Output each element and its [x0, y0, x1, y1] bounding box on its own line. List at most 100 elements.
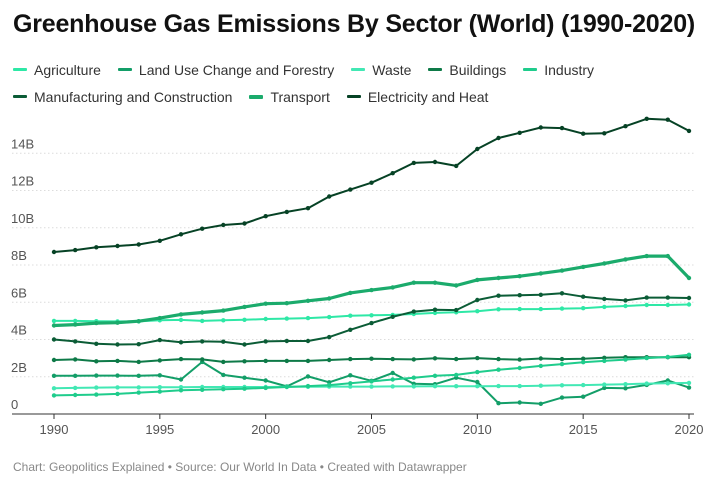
data-point	[517, 357, 522, 362]
data-point	[475, 309, 480, 314]
series	[51, 116, 692, 255]
data-point	[517, 306, 522, 312]
data-point	[517, 365, 522, 371]
data-point	[51, 249, 57, 255]
data-point	[327, 314, 332, 320]
data-point	[538, 356, 543, 361]
legend-item: Industry	[523, 62, 594, 78]
data-point	[200, 310, 205, 315]
data-point	[411, 357, 416, 362]
data-point	[348, 384, 353, 389]
data-point	[665, 302, 670, 308]
data-point	[73, 339, 78, 344]
data-point	[644, 381, 649, 386]
data-point	[411, 309, 416, 314]
x-tick-label: 2020	[675, 422, 704, 437]
data-point	[178, 317, 184, 323]
data-point	[686, 128, 692, 134]
data-point	[136, 385, 141, 390]
data-point	[686, 385, 692, 390]
legend-item: Waste	[351, 62, 411, 78]
data-point	[136, 319, 141, 324]
data-point	[432, 307, 438, 312]
data-point	[242, 375, 247, 380]
legend-item: Electricity and Heat	[346, 89, 488, 105]
data-point	[242, 359, 247, 364]
legend-swatch	[351, 68, 366, 71]
series	[51, 380, 692, 391]
series	[51, 352, 692, 398]
data-point	[390, 384, 395, 389]
data-point	[390, 356, 395, 362]
data-point	[327, 334, 332, 340]
legend-item: Manufacturing and Construction	[13, 89, 232, 105]
data-point	[559, 395, 565, 400]
data-point	[686, 352, 692, 357]
data-point	[284, 301, 289, 306]
data-point	[432, 373, 438, 378]
data-point	[496, 367, 501, 372]
series-line	[53, 117, 690, 253]
data-point	[538, 363, 543, 369]
data-point	[390, 314, 395, 319]
data-point	[178, 232, 184, 237]
data-point	[115, 243, 120, 249]
data-point	[73, 385, 78, 391]
data-point	[496, 356, 501, 362]
data-point	[200, 387, 205, 392]
y-axis-ticks: 0 2B 4B 6B 8B 10B 12B 14B	[11, 136, 34, 412]
data-point	[644, 302, 649, 308]
data-point	[305, 374, 311, 379]
data-point	[581, 394, 586, 399]
legend-label: Industry	[544, 61, 595, 78]
data-point	[390, 370, 395, 376]
data-point	[136, 373, 141, 378]
data-point	[581, 360, 586, 365]
data-point	[94, 373, 99, 378]
data-point	[305, 358, 311, 364]
data-point	[157, 337, 162, 343]
data-point	[623, 298, 628, 303]
data-point	[686, 302, 692, 307]
data-point	[200, 357, 205, 362]
data-point	[157, 385, 162, 390]
data-point	[644, 295, 649, 300]
legend-label: Agriculture	[34, 61, 101, 78]
data-point	[115, 373, 120, 378]
data-point	[432, 384, 438, 389]
data-point	[136, 242, 141, 247]
data-point	[686, 275, 692, 281]
data-point	[263, 358, 268, 364]
data-point	[200, 339, 205, 344]
data-point	[623, 357, 628, 362]
data-point	[517, 293, 522, 298]
data-point	[602, 382, 607, 387]
data-point	[157, 358, 162, 363]
data-point	[51, 323, 57, 328]
data-point	[517, 274, 522, 279]
data-point	[73, 322, 78, 327]
chart-title: Greenhouse Gas Emissions By Sector (Worl…	[13, 10, 696, 38]
data-point	[623, 382, 628, 387]
data-point	[157, 315, 162, 321]
data-point	[538, 383, 543, 388]
data-point	[178, 356, 184, 362]
data-point	[305, 206, 311, 211]
data-point	[538, 125, 543, 130]
data-point	[94, 392, 99, 397]
data-point	[581, 356, 586, 361]
data-point	[390, 285, 395, 290]
data-point	[454, 356, 459, 362]
data-point	[517, 383, 522, 389]
data-point	[602, 385, 607, 391]
data-point	[602, 296, 607, 302]
y-tick-label: 0	[11, 397, 18, 412]
data-point	[136, 390, 141, 395]
legend-swatch	[523, 68, 538, 71]
chart-footer: Chart: Geopolitics Explained • Source: O…	[13, 460, 467, 474]
data-point	[178, 377, 184, 382]
data-point	[242, 386, 247, 391]
data-point	[348, 313, 353, 318]
data-point	[157, 373, 162, 378]
